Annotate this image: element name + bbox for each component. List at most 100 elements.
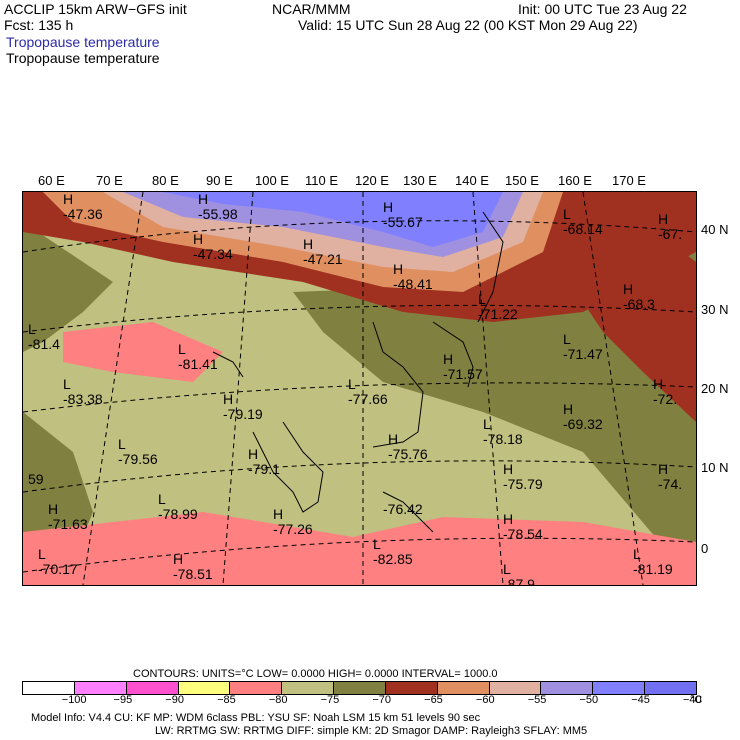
high-marker: H (563, 401, 574, 417)
extremum-label: L -71.22 (478, 292, 518, 322)
longitude-label: 120 E (355, 173, 389, 188)
extremum-label: L -70.17 (38, 547, 78, 577)
latitude-label: 10 N (701, 460, 729, 475)
extremum-value: -71.57 (443, 366, 483, 382)
extremum-label: H -79.1 (248, 447, 280, 477)
extremum-value: -71.63 (48, 516, 88, 532)
extremum-value: -79.19 (223, 406, 263, 422)
low-marker: L (483, 416, 491, 432)
extremum-label: H -47.21 (303, 237, 343, 267)
extremum-label: H -48.41 (393, 262, 433, 292)
colorbar-swatch (282, 682, 335, 694)
pink-low-region (63, 322, 223, 382)
extremum-value: -79.1 (248, 461, 280, 477)
extremum-label: H -55.67 (383, 200, 423, 230)
colorbar-swatch (23, 682, 75, 694)
extremum-value: -76.42 (383, 501, 423, 517)
pink-low-region (23, 512, 696, 585)
colorbar-tick-label: −60 (475, 694, 495, 706)
colorbar-tick-label: °C (690, 694, 703, 706)
org-label: NCAR/MMM (272, 1, 351, 17)
extremum-value: -81.41 (178, 356, 218, 372)
field-label-shaded: Tropopause temperature (6, 34, 160, 50)
low-marker: L (28, 321, 36, 337)
extremum-value: 59 (28, 471, 44, 487)
extremum-value: -74. (658, 476, 683, 492)
extremum-value: -82.85 (373, 551, 413, 567)
high-marker: H (248, 446, 259, 462)
dark-red-region (563, 232, 696, 422)
high-marker: H (63, 191, 74, 207)
extremum-label: L -71.47 (563, 332, 603, 362)
low-marker: L (478, 291, 486, 307)
latitude-label: 20 N (701, 381, 729, 396)
extremum-value: -78.99 (158, 506, 198, 522)
colorbar-swatch (334, 682, 386, 694)
extremum-value: -75.76 (388, 446, 428, 462)
extremum-label: -76.42 (383, 502, 423, 517)
high-marker: H (393, 261, 404, 277)
high-marker: H (503, 461, 514, 477)
high-marker: H (653, 376, 664, 392)
colorbar-tick-label: −70 (372, 694, 392, 706)
longitude-label: 150 E (505, 173, 539, 188)
low-marker: L (563, 206, 571, 222)
extremum-label: H -69.32 (563, 402, 603, 432)
extremum-value: -68.14 (563, 221, 603, 237)
extremum-label: L -79.56 (118, 437, 158, 467)
high-marker: H (193, 231, 204, 247)
longitude-label: 70 E (96, 173, 123, 188)
longitude-label: 160 E (558, 173, 592, 188)
extremum-label: H -71.57 (443, 352, 483, 382)
colorbar-tick-label: −80 (268, 694, 288, 706)
longitude-label: 140 E (455, 173, 489, 188)
extremum-value: -47.21 (303, 251, 343, 267)
extremum-value: -71.47 (563, 346, 603, 362)
model-title: ACCLIP 15km ARW−GFS init (4, 1, 187, 17)
olive-region (293, 252, 696, 585)
low-marker: L (118, 436, 126, 452)
latitude-label: 0 (701, 541, 709, 556)
colorbar-tick-label: −100 (61, 694, 87, 706)
extremum-value: -78.54 (503, 526, 543, 542)
valid-time: Valid: 15 UTC Sun 28 Aug 22 (00 KST Mon … (298, 17, 638, 33)
model-info: Model Info: V4.4 CU: KF MP: WDM 6class P… (31, 712, 481, 724)
high-marker: H (303, 236, 314, 252)
blue-band (163, 192, 503, 247)
latitude-label: 40 N (701, 222, 729, 237)
colorbar-swatch (178, 682, 231, 694)
high-marker: H (48, 501, 59, 517)
extremum-label: H -47.36 (63, 192, 103, 222)
extremum-label: H -75.76 (388, 432, 428, 462)
coastlines (212, 211, 504, 533)
colorbar-tick-label: −95 (113, 694, 133, 706)
longitude-label: 110 E (305, 173, 339, 188)
extremum-label: H -78.51 (173, 552, 213, 582)
extremum-value: -71.22 (478, 306, 518, 322)
extremum-value: -72. (653, 391, 678, 407)
tropopause-temperature-map (23, 192, 696, 585)
low-marker: L (63, 376, 71, 392)
init-time: Init: 00 UTC Tue 23 Aug 22 (518, 1, 687, 17)
extremum-value: -83.38 (63, 391, 103, 407)
extremum-label: 59 (28, 472, 44, 487)
colorbar-swatch (74, 682, 127, 694)
extremum-value: -67. (658, 226, 683, 242)
extremum-value: -47.36 (63, 206, 103, 222)
extremum-label: L -77.66 (348, 377, 388, 407)
extremum-label: H -79.19 (223, 392, 263, 422)
extremum-value: -55.67 (383, 214, 423, 230)
high-marker: H (623, 281, 634, 297)
extremum-label: H -72. (653, 377, 677, 407)
map-panel: H -47.36 H -55.98 H -55.67 H -47.34 H -47.21 H -48.… (22, 191, 697, 586)
extremum-value: -75.79 (503, 476, 543, 492)
colorbar-tick-label: −55 (527, 694, 547, 706)
extremum-label: L -68.14 (563, 207, 603, 237)
high-marker: H (173, 551, 184, 567)
extremum-label: L -78.99 (158, 492, 198, 522)
extremum-label: H -78.54 (503, 512, 543, 542)
extremum-label: L -78.18 (483, 417, 523, 447)
low-marker: L (348, 376, 356, 392)
colorbar-swatch (385, 682, 438, 694)
extremum-label: H -55.98 (198, 192, 238, 222)
